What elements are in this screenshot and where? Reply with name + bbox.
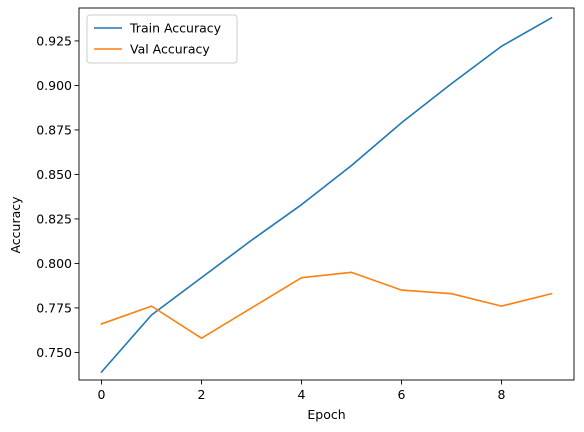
x-tick-label: 8 (498, 387, 506, 402)
plot-area (78, 7, 575, 381)
series-line-train-accuracy (100, 16, 553, 374)
y-tick-label: 0.800 (36, 256, 72, 271)
y-tick-label: 0.925 (36, 33, 72, 48)
x-tick-label: 0 (98, 387, 106, 402)
y-tick-label: 0.775 (36, 300, 72, 315)
legend: Train Accuracy Val Accuracy (86, 14, 238, 64)
y-axis-ticks: 0.750 0.775 0.800 0.825 0.850 0.875 0.900 0.925 (36, 33, 79, 360)
x-axis-ticks: 0 2 4 6 8 (98, 380, 506, 402)
y-tick-label: 0.850 (36, 167, 72, 182)
x-tick-label: 2 (198, 387, 206, 402)
y-tick-label: 0.750 (36, 345, 72, 360)
y-tick-label: 0.900 (36, 78, 72, 93)
legend-box (86, 14, 238, 64)
legend-label: Train Accuracy (129, 21, 222, 36)
y-tick-label: 0.875 (36, 122, 72, 137)
series-line-val-accuracy (100, 271, 553, 339)
y-tick-label: 0.825 (36, 211, 72, 226)
x-tick-label: 4 (298, 387, 306, 402)
y-axis-label: Accuracy (8, 196, 23, 254)
x-axis-label: Epoch (307, 407, 345, 422)
x-tick-label: 6 (398, 387, 406, 402)
legend-label: Val Accuracy (130, 42, 210, 57)
plot-frame (78, 7, 575, 381)
series-layer (100, 16, 553, 374)
